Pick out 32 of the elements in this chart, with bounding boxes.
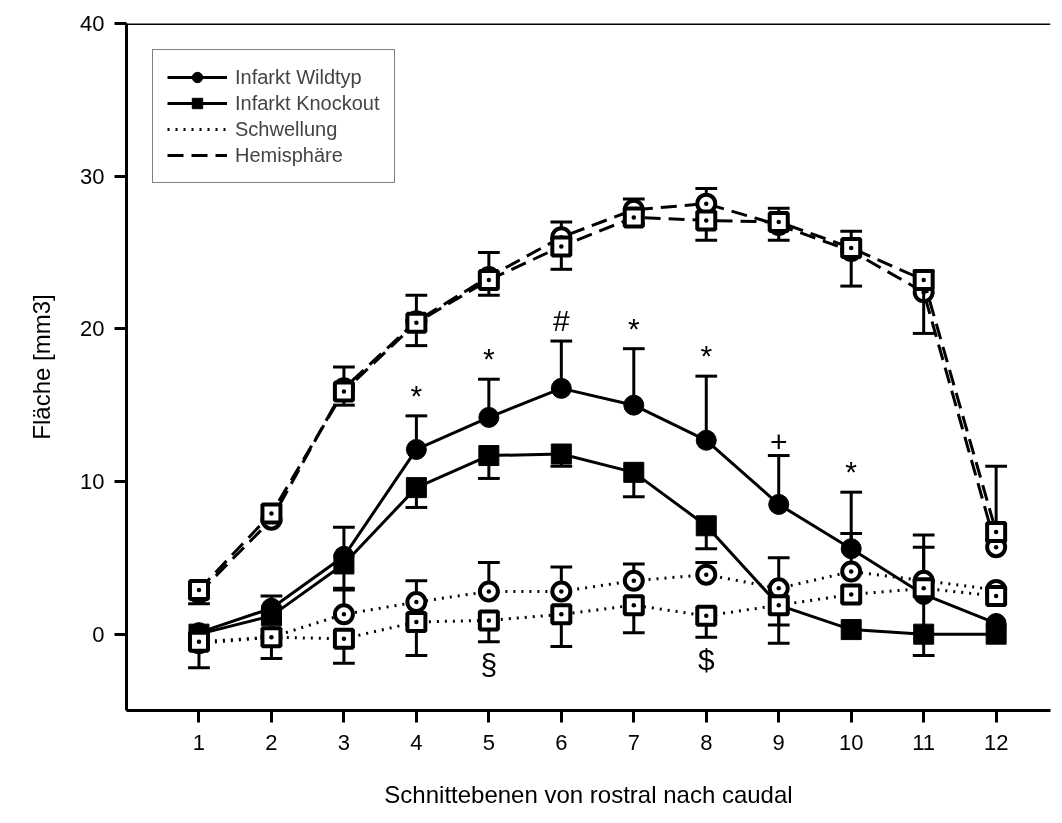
annotation: $ — [697, 643, 715, 677]
x-tick-label: 4 — [410, 729, 423, 755]
legend-label: Schwellung — [235, 117, 338, 141]
annotation: * — [700, 339, 713, 373]
x-tick-label: 3 — [337, 729, 351, 755]
x-tick-label: 12 — [983, 729, 1009, 755]
y-tick-label: 0 — [92, 621, 105, 647]
annotation: * — [483, 342, 496, 376]
annotation: * — [410, 378, 423, 412]
y-tick-label: 30 — [80, 163, 105, 189]
annotation: # — [552, 304, 570, 338]
x-tick-label: 1 — [192, 729, 206, 755]
x-axis-title: Schnittebenen von rostral nach caudal — [384, 780, 793, 808]
y-axis-title: Fläche [mm3] — [28, 294, 56, 440]
annotation: + — [769, 424, 788, 458]
x-tick-label: 6 — [555, 729, 568, 755]
legend-label: Hemisphäre — [235, 143, 343, 167]
annotation: * — [845, 455, 858, 489]
y-tick-label: 40 — [80, 11, 105, 36]
y-tick-label: 20 — [80, 316, 105, 342]
legend-label: Infarkt Wildtyp — [235, 65, 362, 89]
legend-label: Infarkt Knockout — [235, 91, 380, 115]
x-tick-label: 10 — [838, 729, 864, 755]
x-tick-label: 5 — [482, 729, 495, 755]
x-tick-label: 9 — [772, 729, 785, 755]
x-tick-label: 8 — [700, 729, 713, 755]
x-tick-label: 2 — [265, 729, 278, 755]
x-tick-label: 11 — [912, 729, 936, 755]
annotation: * — [627, 311, 640, 345]
annotation: § — [480, 647, 498, 681]
x-tick-label: 7 — [627, 729, 640, 755]
y-tick-label: 10 — [80, 469, 105, 494]
